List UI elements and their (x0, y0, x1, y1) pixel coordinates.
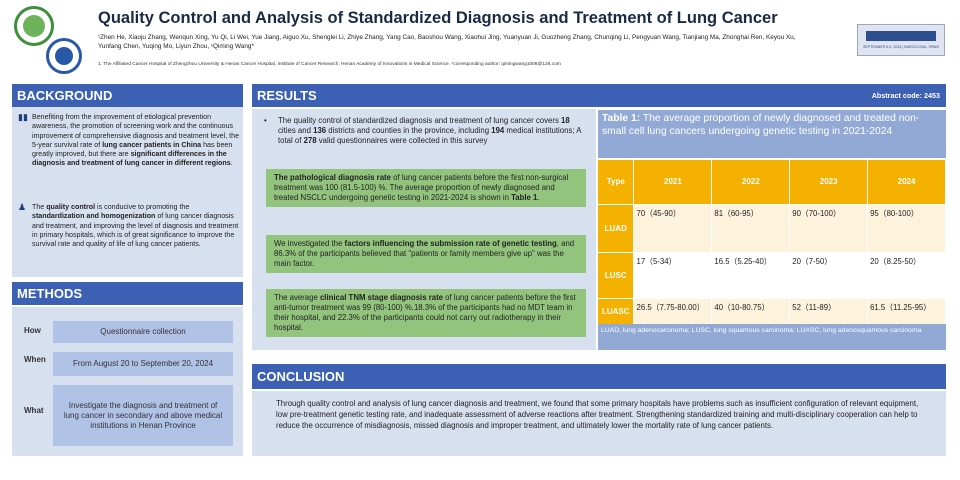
people-icon: ♟ (18, 202, 27, 212)
table-header: 2024 (867, 160, 946, 204)
book-icon: ▮▮ (18, 112, 28, 122)
table-cell: 52（11-89） (789, 297, 869, 324)
how-value: Questionnaire collection (53, 321, 233, 343)
table-cell: 61.5（11.25-95） (867, 297, 946, 324)
table-cell: LUSC (598, 251, 635, 298)
conclusion-text: Through quality control and analysis of … (276, 399, 919, 430)
result-box-tnm: The average clinical TNM stage diagnosis… (266, 289, 586, 338)
conclusion-heading: CONCLUSION (252, 364, 946, 389)
table-row: LUSC 17（5-34） 16.5（5.25-40） 20（7-50） 20（… (598, 251, 946, 298)
table-header: 2023 (789, 160, 869, 204)
authors: ¹Zhen He, Xiaoju Zhang, Wenqun Xing, Yu … (98, 33, 848, 51)
poster-title: Quality Control and Analysis of Standard… (98, 9, 778, 27)
results-bullet: • The quality control of standardized di… (264, 116, 581, 146)
table-cell: 70（45-90） (633, 203, 713, 252)
what-value: Investigate the diagnosis and treatment … (53, 385, 233, 446)
results-title: RESULTS (257, 88, 317, 103)
table-header: Type (598, 160, 635, 204)
table-title: Table 1: The average proportion of newly… (598, 110, 946, 158)
table-header: 2021 (633, 160, 713, 204)
table-cell: 81（60-95） (711, 203, 791, 252)
table-cell: LUASC (598, 297, 635, 324)
conclusion-section: Through quality control and analysis of … (252, 391, 946, 456)
table-cell: 95（80-100） (867, 203, 946, 252)
affiliation: 1. The Affiliated Cancer Hospital of Zhe… (98, 62, 561, 67)
methods-section: How Questionnaire collection When From A… (12, 307, 243, 456)
table-cell: 20（7-50） (789, 251, 869, 298)
conference-text: SEPTEMBER 6-9, 2024 | BARCELONA, SPAIN (863, 45, 939, 49)
background-paragraph: ▮▮ Benefiting from the improvement of et… (18, 112, 240, 168)
background-heading: BACKGROUND (12, 84, 243, 107)
background-section: ▮▮ Benefiting from the improvement of et… (12, 107, 243, 277)
when-label: When (24, 355, 46, 364)
table-cell: 16.5（5.25-40） (711, 251, 791, 298)
table-footnote: LUAD, lung adenocarcinoma; LUSC, lung sq… (598, 324, 946, 350)
conference-logo: SEPTEMBER 6-9, 2024 | BARCELONA, SPAIN (857, 24, 945, 56)
background-paragraph: ♟ The quality control is conducive to pr… (18, 202, 239, 249)
results-section: • The quality control of standardized di… (252, 109, 596, 350)
how-label: How (24, 326, 41, 335)
table-row: LUAD 70（45-90） 81（60-95） 90（70-100） 95（8… (598, 203, 946, 252)
table-header: 2022 (711, 160, 791, 204)
table-cell: 17（5-34） (633, 251, 713, 298)
abstract-code: Abstract code: 2453 (871, 91, 940, 100)
what-label: What (24, 406, 44, 415)
table-cell: 90（70-100） (789, 203, 869, 252)
table-cell: 40（10-80.75） (711, 297, 791, 324)
authors-line: Yunfang Chen, Yuqing Mo, Liyun Zhou, ¹Qi… (98, 43, 254, 50)
table-cell: 26.5（7.75-80.00） (633, 297, 713, 324)
when-value: From August 20 to September 20, 2024 (53, 352, 233, 376)
data-table: Type 2021 2022 2023 2024 LUAD 70（45-90） … (598, 160, 946, 324)
result-box-pathological: The pathological diagnosis rate of lung … (266, 169, 586, 208)
results-heading: RESULTS Abstract code: 2453 (252, 84, 946, 107)
table-cell: LUAD (598, 203, 635, 252)
table-header-row: Type 2021 2022 2023 2024 (598, 160, 946, 204)
hospital-logo (14, 6, 54, 46)
institute-logo (46, 38, 82, 74)
result-box-genetic: We investigated the factors influencing … (266, 235, 586, 274)
methods-heading: METHODS (12, 282, 243, 305)
table-cell: 20（8.25-50） (867, 251, 946, 298)
table-row: LUASC 26.5（7.75-80.00） 40（10-80.75） 52（1… (598, 297, 946, 324)
authors-line: ¹Zhen He, Xiaoju Zhang, Wenqun Xing, Yu … (98, 34, 796, 41)
